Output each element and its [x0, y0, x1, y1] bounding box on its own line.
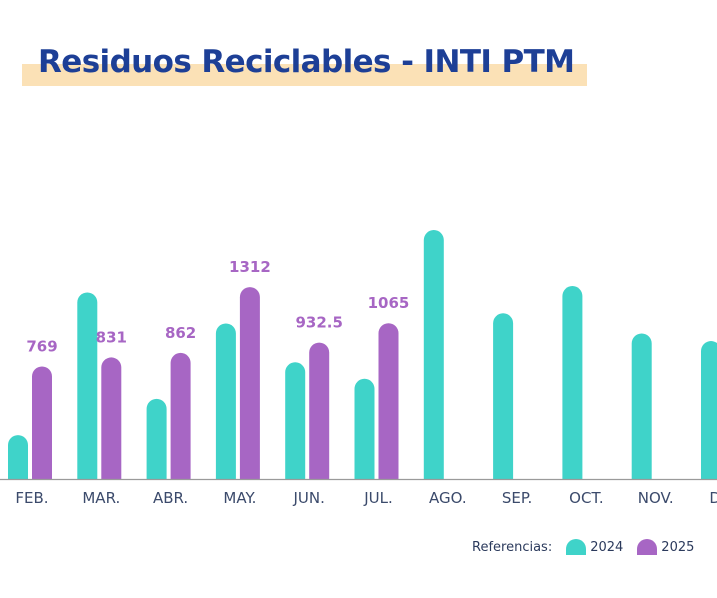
bar-2025-mar	[101, 357, 122, 479]
bar-2024-nov	[631, 333, 652, 479]
x-tick-label: MAY.	[223, 489, 256, 507]
legend-item-2024: 2024	[566, 539, 623, 555]
legend: Referencias: 2024 2025	[472, 539, 708, 555]
legend-swatch-2024	[566, 539, 587, 555]
x-tick-label: AGO.	[429, 489, 467, 507]
bar-2024-feb	[8, 435, 28, 479]
title-highlight	[22, 64, 587, 86]
x-tick-label: SEP.	[502, 489, 532, 507]
chart-title: Residuos Reciclables - INTI PTM	[38, 44, 575, 80]
data-label-2025: 769	[26, 338, 57, 356]
bar-2024-sep	[493, 313, 514, 479]
legend-label-2024: 2024	[590, 539, 624, 555]
bar-2024-dic	[701, 341, 717, 479]
legend-label-2025: 2025	[661, 539, 695, 555]
data-label-2025: 831	[96, 328, 127, 346]
x-tick-label: JUN.	[292, 489, 324, 507]
bar-2025-feb	[32, 366, 52, 479]
bar-2025-jul	[378, 323, 399, 479]
bar-2024-jun	[285, 362, 306, 479]
x-tick-label: JUL.	[363, 489, 393, 507]
legend-title: Referencias:	[472, 539, 553, 555]
bar-2024-may	[215, 323, 236, 479]
bar-2024-abr	[146, 398, 167, 479]
x-tick-label: ABR.	[153, 489, 188, 507]
bar-2025-jun	[309, 342, 330, 479]
legend-swatch-2025	[637, 539, 658, 555]
bar-2024-oct	[562, 286, 583, 479]
data-label-2025: 1312	[229, 258, 271, 276]
bar-2024-jul	[354, 378, 375, 479]
legend-item-2025: 2025	[637, 539, 694, 555]
bar-2025-may	[239, 287, 260, 479]
data-label-2025: 1065	[368, 294, 410, 312]
x-tick-label: NOV.	[638, 489, 674, 507]
data-label-2025: 932.5	[295, 314, 342, 332]
x-tick-label: DIC.	[709, 489, 717, 507]
x-tick-label: FEB.	[15, 489, 48, 507]
data-label-2025: 862	[165, 324, 196, 342]
chart-title-block: Residuos Reciclables - INTI PTM	[22, 44, 587, 86]
bar-2024-ago	[423, 230, 444, 479]
x-tick-label: MAR.	[82, 489, 120, 507]
x-tick-label: OCT.	[569, 489, 603, 507]
bar-2025-abr	[170, 352, 191, 479]
bar-2024-mar	[77, 292, 98, 479]
